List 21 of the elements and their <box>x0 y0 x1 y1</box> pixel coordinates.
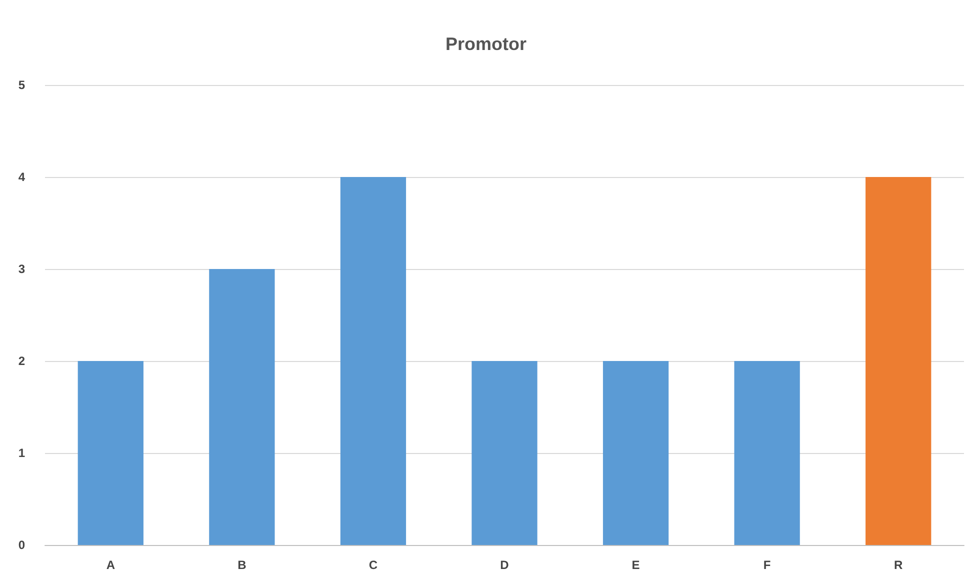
bar <box>866 177 932 545</box>
y-tick-label: 0 <box>18 538 26 552</box>
bar <box>602 361 669 545</box>
bar <box>734 361 800 545</box>
y-tick-label: 2 <box>18 354 26 368</box>
x-tick-label: F <box>763 558 771 572</box>
bar <box>209 269 275 545</box>
chart-title: Promotor <box>446 34 526 54</box>
x-tick-label: B <box>238 558 247 572</box>
bar <box>78 361 144 545</box>
x-tick-label: C <box>368 558 378 572</box>
y-tick-label: 5 <box>18 78 26 92</box>
y-tick-label: 1 <box>18 446 26 460</box>
x-tick-label: A <box>106 558 116 572</box>
x-tick-label: R <box>894 558 904 572</box>
x-tick-label: D <box>500 558 510 572</box>
bar <box>340 177 406 545</box>
bar <box>472 361 538 545</box>
y-tick-label: 4 <box>18 170 26 184</box>
y-tick-label: 3 <box>18 262 26 276</box>
x-tick-label: E <box>632 558 640 572</box>
